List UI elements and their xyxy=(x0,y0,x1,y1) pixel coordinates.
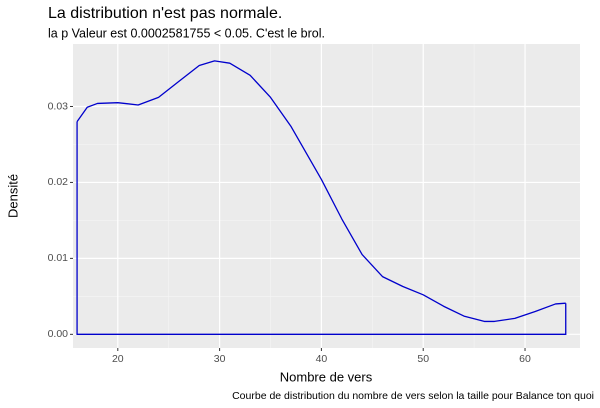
y-tick-label: 0.00 xyxy=(48,328,69,340)
x-tick-label: 60 xyxy=(519,353,531,365)
x-tick-label: 50 xyxy=(417,353,429,365)
y-tick-label: 0.02 xyxy=(48,176,69,188)
chart-subtitle: la p Valeur est 0.0002581755 < 0.05. C'e… xyxy=(48,26,325,40)
x-tick-label: 40 xyxy=(316,353,328,365)
density-outline-base xyxy=(76,121,567,335)
x-tick-label: 20 xyxy=(112,353,124,365)
plot-panel xyxy=(73,44,580,348)
x-axis-label: Nombre de vers xyxy=(280,369,373,384)
y-tick-label: 0.03 xyxy=(48,100,69,112)
x-tick-label: 30 xyxy=(214,353,226,365)
y-tick-label: 0.01 xyxy=(48,252,69,264)
y-axis-label: Densité xyxy=(5,174,20,218)
density-curve xyxy=(76,60,566,323)
caption: Courbe de distribution du nombre de vers… xyxy=(232,390,594,402)
chart-title: La distribution n'est pas normale. xyxy=(48,5,282,22)
